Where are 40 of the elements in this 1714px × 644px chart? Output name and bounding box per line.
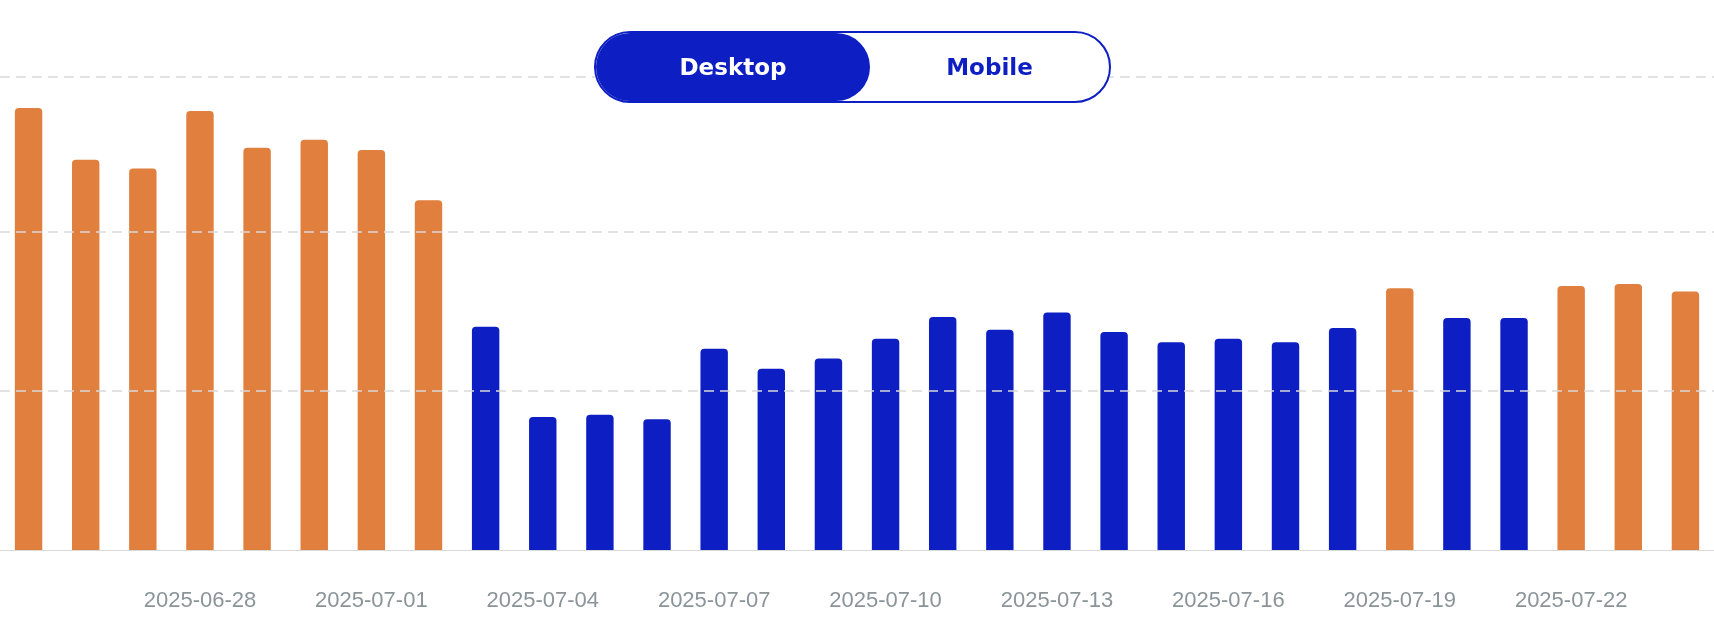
x-tick-label: 2025-07-16 [1172,586,1285,612]
bar [700,348,728,550]
bar [529,416,557,550]
bar [1386,288,1414,550]
x-tick-label: 2025-07-10 [829,586,942,612]
bar [1157,342,1185,550]
x-tick-label: 2025-06-28 [143,586,257,612]
bar [1443,317,1471,550]
bar [186,111,214,550]
bar [1614,283,1643,550]
x-tick-label: 2025-07-01 [315,586,428,612]
bar [1214,338,1243,550]
bar [586,414,614,550]
bar [1271,342,1300,550]
bar [129,168,157,550]
bar [757,368,786,550]
bar [1100,332,1128,550]
bar [928,317,957,550]
bar [471,326,500,550]
bar [243,147,271,550]
x-tick-label: 2025-07-19 [1343,586,1457,612]
bar [1328,328,1357,550]
bar [1043,312,1071,550]
bar [814,358,843,550]
x-tick-label: 2025-07-22 [1514,586,1628,612]
bar [1557,286,1585,550]
x-tick-label: 2025-07-13 [1000,586,1114,612]
x-tick-label: 2025-07-07 [657,586,771,612]
bar [871,338,900,550]
bar [14,107,43,550]
bar [1500,317,1528,550]
bar [414,200,443,550]
view-toggle: Desktop Mobile [594,31,1111,103]
bar [357,149,386,550]
bar [300,139,328,550]
bar [986,329,1014,550]
x-tick-label: 2025-07-04 [486,586,600,612]
bar [1671,291,1700,550]
bar [71,159,100,550]
bar [643,419,671,550]
